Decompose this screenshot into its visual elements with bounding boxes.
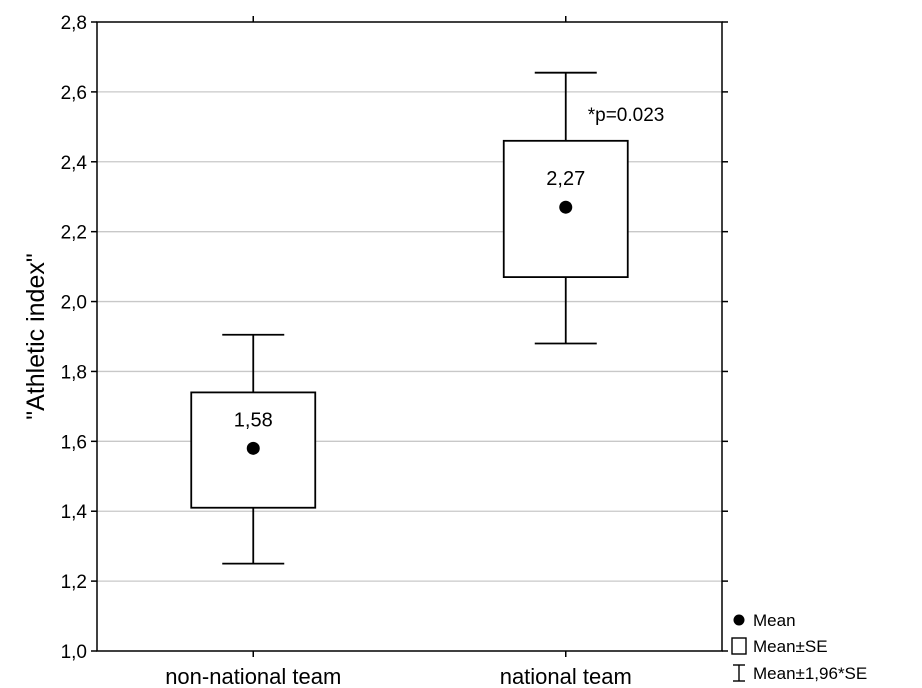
legend-item-box: Mean±SE	[731, 637, 828, 656]
legend-mean-icon	[733, 614, 745, 626]
box-2: 2,27	[502, 71, 629, 345]
legend-box-icon	[731, 637, 747, 655]
y-tick-label: 2,0	[61, 293, 87, 314]
x-tick-label: national team	[500, 664, 632, 688]
plot-frame	[96, 21, 723, 652]
legend-label: Mean	[753, 611, 796, 630]
legend-item-whisker: Mean±1,96*SE	[733, 664, 867, 683]
y-tick-label: 1,0	[61, 642, 87, 663]
mean-label: 2,27	[546, 168, 585, 190]
y-tick-label: 1,8	[61, 362, 87, 383]
annotations: *p=0.023	[588, 105, 665, 126]
y-axis-label: "Athletic index"	[22, 253, 50, 419]
mean-marker	[559, 200, 573, 214]
x-axis-ticks: non-national team national team	[165, 16, 632, 688]
mean-marker	[246, 441, 260, 455]
box-1: 1,58	[190, 333, 317, 565]
y-tick-label: 2,4	[61, 153, 88, 174]
legend-label: Mean±1,96*SE	[753, 664, 867, 683]
legend-item-circle: Mean	[733, 611, 796, 630]
y-tick-label: 2,6	[61, 83, 87, 104]
y-axis-ticks: 1,0 1,2 1,4 1,6 1,8 2,0 2,2 2,4 2,6 2,8	[61, 13, 728, 663]
legend-label: Mean±SE	[753, 637, 828, 656]
x-tick-label: non-national team	[165, 664, 341, 688]
y-tick-label: 2,8	[61, 13, 87, 34]
y-tick-label: 1,2	[61, 572, 87, 593]
legend: Mean Mean±SE Mean±1,96*SE	[731, 611, 867, 683]
mean-label: 1,58	[234, 409, 273, 431]
boxes: 1,58 2,27	[190, 71, 629, 565]
y-tick-label: 1,4	[61, 502, 88, 523]
y-tick-label: 1,6	[61, 432, 87, 453]
significance-annotation: *p=0.023	[588, 105, 665, 126]
y-tick-label: 2,2	[61, 223, 87, 244]
